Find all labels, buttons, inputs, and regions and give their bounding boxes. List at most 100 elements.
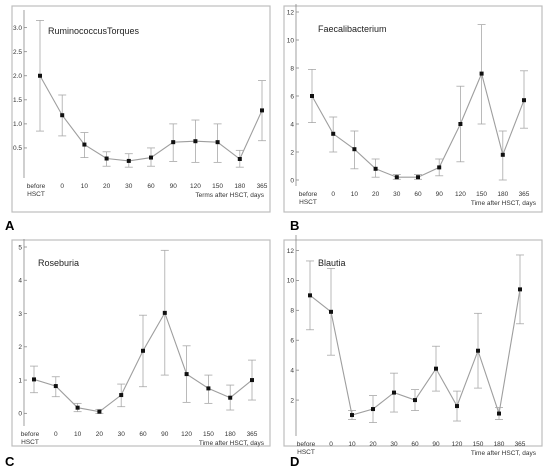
data-point	[206, 386, 211, 391]
x-tick-label: 0	[54, 431, 58, 438]
x-tick-label: 150	[473, 441, 484, 448]
y-tick-label: 2.5	[13, 49, 22, 56]
data-point	[371, 407, 375, 412]
y-tick-label: 2.0	[13, 73, 22, 80]
x-tick-label: 20	[96, 431, 104, 438]
data-point	[500, 152, 505, 157]
data-point	[352, 147, 357, 152]
data-point	[260, 108, 264, 113]
x-tick-label: 150	[476, 191, 487, 198]
x-tick-label: 90	[161, 431, 169, 438]
y-tick-label: 0.5	[13, 145, 22, 152]
y-tick-label: 8	[290, 65, 294, 72]
x-tick-label: 30	[118, 431, 126, 438]
panel-frame	[283, 5, 543, 213]
x-tick-label: 180	[234, 183, 245, 190]
y-tick-label: 4	[18, 278, 22, 285]
x-tick-label: 20	[103, 183, 111, 190]
x-tick-label: 150	[212, 183, 223, 190]
data-point	[184, 372, 189, 377]
data-point	[310, 94, 314, 98]
data-point	[458, 122, 463, 126]
x-tick-label: 0	[60, 183, 64, 190]
x-tick-label: 120	[455, 191, 466, 198]
panel-letter: D	[290, 454, 299, 469]
data-point	[331, 131, 336, 136]
data-point	[394, 175, 399, 180]
data-point	[373, 166, 378, 171]
data-point	[75, 405, 80, 410]
y-tick-label: 3	[18, 311, 22, 318]
data-point	[392, 390, 396, 395]
y-tick-label: 8	[290, 308, 294, 315]
x-tick-label: 60	[139, 431, 147, 438]
x-tick-label: 10	[74, 431, 82, 438]
data-point	[82, 142, 87, 147]
data-point	[497, 411, 501, 416]
x-tick-label: 10	[81, 183, 89, 190]
y-tick-label: 6	[290, 93, 294, 100]
y-tick-label: 2	[18, 344, 22, 351]
y-tick-label: 10	[287, 278, 295, 285]
chart-panel-d: 2 4 6 8 10 12 before HSCT 0 10 20 30 60 90 120 150 180 36…	[283, 235, 543, 469]
data-point	[237, 157, 242, 162]
y-tick-label: 3.0	[13, 25, 22, 32]
x-axis-label: Time after HSCT, days	[199, 440, 265, 447]
data-point	[228, 395, 233, 400]
x-tick-label: 90	[436, 191, 444, 198]
panel-letter: A	[5, 218, 15, 233]
panel-letter: B	[290, 218, 299, 233]
x-tick-label: 20	[369, 441, 377, 448]
data-point	[350, 413, 354, 418]
x-tick-label: 30	[390, 441, 398, 448]
x-tick-label: 365	[515, 441, 526, 448]
data-point	[518, 287, 522, 292]
x-tick-label: 0	[329, 441, 333, 448]
y-tick-label: 5	[18, 244, 22, 251]
chart-title: RuminococcusTorques	[48, 26, 140, 36]
data-point	[53, 384, 58, 389]
x-axis-label: Time after HSCT, days	[471, 450, 537, 457]
x-tick-label: 30	[125, 183, 133, 190]
x-tick-label: 10	[348, 441, 356, 448]
data-point	[522, 98, 526, 103]
data-point	[97, 409, 102, 414]
x-tick-label: 365	[519, 191, 530, 198]
data-point	[416, 175, 420, 180]
data-point	[193, 139, 198, 144]
data-point	[32, 377, 36, 382]
x-tick-label: 60	[411, 441, 419, 448]
y-tick-label: 12	[287, 248, 295, 255]
y-tick-label: 12	[287, 9, 295, 16]
data-point	[434, 366, 438, 371]
x-tick-label: 365	[247, 431, 258, 438]
x-axis-label: Time after HSCT, days	[471, 200, 537, 207]
x-tick-label: 180	[225, 431, 236, 438]
y-tick-label: 1.5	[13, 97, 22, 104]
panel-frame	[11, 5, 271, 213]
data-point	[104, 156, 109, 161]
data-point	[60, 113, 65, 118]
chart-panel-b: 0 2 4 6 8 10 12 before HSCT 0 10 20 30 60 90 120 150 180 3…	[283, 4, 543, 233]
x-tick-label: 90	[170, 183, 178, 190]
y-tick-label: 4	[290, 121, 294, 128]
y-tick-label: 2	[290, 149, 294, 156]
y-tick-label: 0	[290, 177, 294, 184]
x-tick-label: before HSCT	[297, 441, 316, 456]
data-point	[171, 140, 176, 145]
chart-panel-c: 0 1 2 3 4 5 before HSCT 0 10 20 30 60 90 120 150 180 365 R…	[5, 239, 271, 469]
chart-title: Faecalibacterium	[318, 24, 387, 34]
x-tick-label: 365	[257, 183, 268, 190]
data-point	[479, 71, 484, 76]
data-point	[162, 310, 167, 315]
x-tick-label: 120	[181, 431, 192, 438]
data-point	[119, 393, 124, 398]
x-tick-label: 120	[190, 183, 201, 190]
x-tick-label: 60	[147, 183, 155, 190]
x-tick-label: before HSCT	[27, 183, 46, 198]
data-point	[38, 73, 42, 78]
chart-panel-a: 0.5 1.0 1.5 2.0 2.5 3.0 before HSCT 0 10 20 30 60 90 1…	[5, 5, 271, 233]
x-tick-label: before HSCT	[21, 431, 40, 446]
x-tick-label: 0	[331, 191, 335, 198]
